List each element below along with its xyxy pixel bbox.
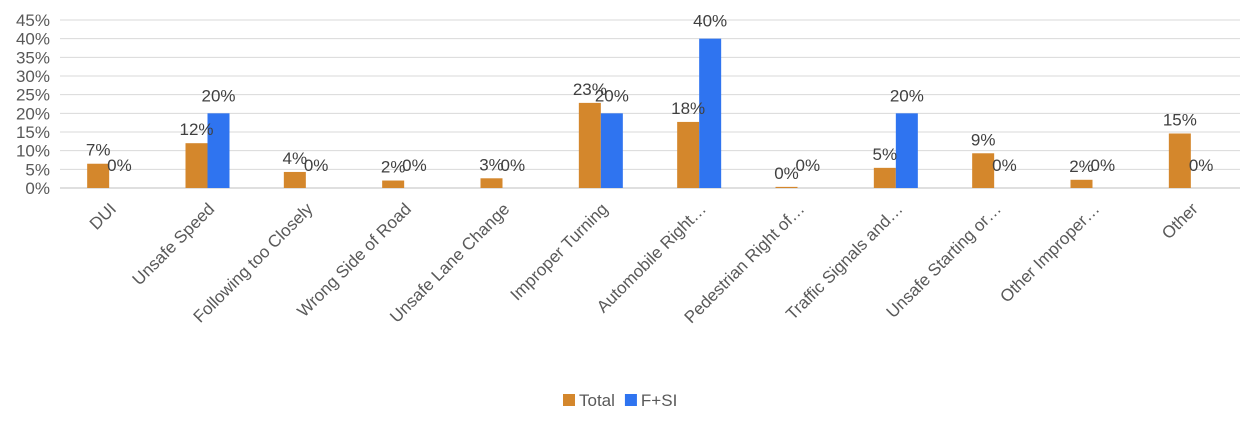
data-label: 15% xyxy=(1163,110,1197,129)
data-label: 0% xyxy=(992,156,1017,175)
data-label: 4% xyxy=(283,149,308,168)
bar-f-si xyxy=(895,113,918,188)
data-label: 20% xyxy=(890,86,924,105)
data-label: 0% xyxy=(796,156,821,175)
y-tick-label: 35% xyxy=(16,48,50,67)
bar-f-si xyxy=(699,38,722,188)
y-tick-label: 5% xyxy=(25,160,50,179)
data-label: 2% xyxy=(1069,157,1094,176)
y-tick-label: 20% xyxy=(16,104,50,123)
data-label: 0% xyxy=(107,156,132,175)
y-tick-label: 40% xyxy=(16,30,50,49)
x-category-label: Other xyxy=(1158,199,1202,243)
data-label: 9% xyxy=(971,130,996,149)
bar-total xyxy=(873,167,896,188)
y-tick-label: 30% xyxy=(16,67,50,86)
legend-label: F+SI xyxy=(641,391,677,410)
bar-total xyxy=(87,163,110,188)
y-tick-label: 25% xyxy=(16,86,50,105)
data-label: 0% xyxy=(304,156,329,175)
data-labels: 7%0%12%20%4%0% 2%0% 3%0%23%20%18%40%0%0%5%… xyxy=(86,12,1214,183)
bar-total xyxy=(1168,133,1191,188)
y-tick-label: 0% xyxy=(25,179,50,198)
y-tick-label: 10% xyxy=(16,142,50,161)
data-label: 23% xyxy=(573,80,607,99)
data-label: 0% xyxy=(402,156,427,175)
x-category-label: DUI xyxy=(86,199,120,233)
bar-total xyxy=(480,178,503,188)
data-label: 0% xyxy=(774,164,799,183)
data-label: 3% xyxy=(479,155,504,174)
bar-f-si xyxy=(600,113,623,188)
data-label: 20% xyxy=(201,86,235,105)
y-tick-label: 45% xyxy=(16,11,50,30)
gridlines xyxy=(60,19,1240,189)
data-label: 40% xyxy=(693,12,727,31)
x-category-label: Improper Turning xyxy=(507,199,612,304)
x-category-label: Unsafe Speed xyxy=(129,199,219,289)
data-label: 5% xyxy=(873,145,898,164)
data-label: 20% xyxy=(595,86,629,105)
bar-total xyxy=(972,153,995,188)
data-label: 12% xyxy=(179,120,213,139)
bars xyxy=(87,38,1191,188)
data-label: 2% xyxy=(381,158,406,177)
legend: Total F+SI xyxy=(563,391,677,410)
data-label: 0% xyxy=(501,156,526,175)
legend-swatch xyxy=(624,394,637,406)
bar-f-si xyxy=(207,113,230,188)
data-label: 18% xyxy=(671,99,705,118)
bar-total xyxy=(185,143,208,188)
bar-total xyxy=(1070,179,1093,188)
legend-swatch xyxy=(563,394,575,406)
x-category-label: Other Improper… xyxy=(996,199,1103,306)
data-label: 0% xyxy=(1189,156,1214,175)
bar-total xyxy=(382,180,405,188)
bar-total xyxy=(578,102,601,188)
bar-total xyxy=(677,121,700,188)
x-category-label: Automobile Right… xyxy=(593,199,710,316)
legend-label: Total xyxy=(579,391,615,410)
y-tick-label: 15% xyxy=(16,123,50,142)
data-label: 7% xyxy=(86,141,111,160)
bar-total xyxy=(283,171,306,188)
bar-total xyxy=(775,186,798,188)
data-label: 0% xyxy=(1091,156,1116,175)
y-axis-ticks: 0%5%10%15%20%25%30%35%40%45% xyxy=(16,11,50,198)
